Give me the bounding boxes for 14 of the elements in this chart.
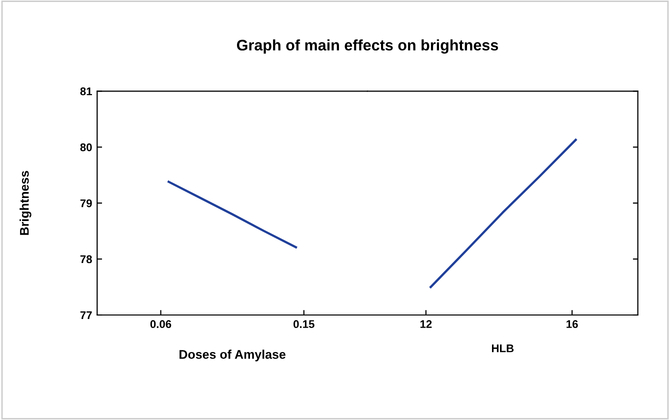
x-axis-title: Doses of Amylase <box>180 350 286 362</box>
x-tick-label: 0.06 <box>150 320 172 328</box>
x-tick-label: 0.15 <box>294 320 314 328</box>
line-series <box>168 180 298 248</box>
y-tick-label: 79 <box>80 199 92 208</box>
y-tick-label: 80 <box>80 143 92 152</box>
y-axis-title: Brightness <box>20 170 32 235</box>
y-tick-label: 77 <box>80 311 92 320</box>
x-tick-label: 12 <box>420 320 432 328</box>
x-tick-label: 16 <box>566 320 578 328</box>
y-tick-label: 81 <box>80 87 92 96</box>
y-tick-label: 78 <box>80 255 92 264</box>
x-axis-title: HLB <box>492 344 514 352</box>
chart-title: Graph of main effects on brightness <box>236 39 498 54</box>
